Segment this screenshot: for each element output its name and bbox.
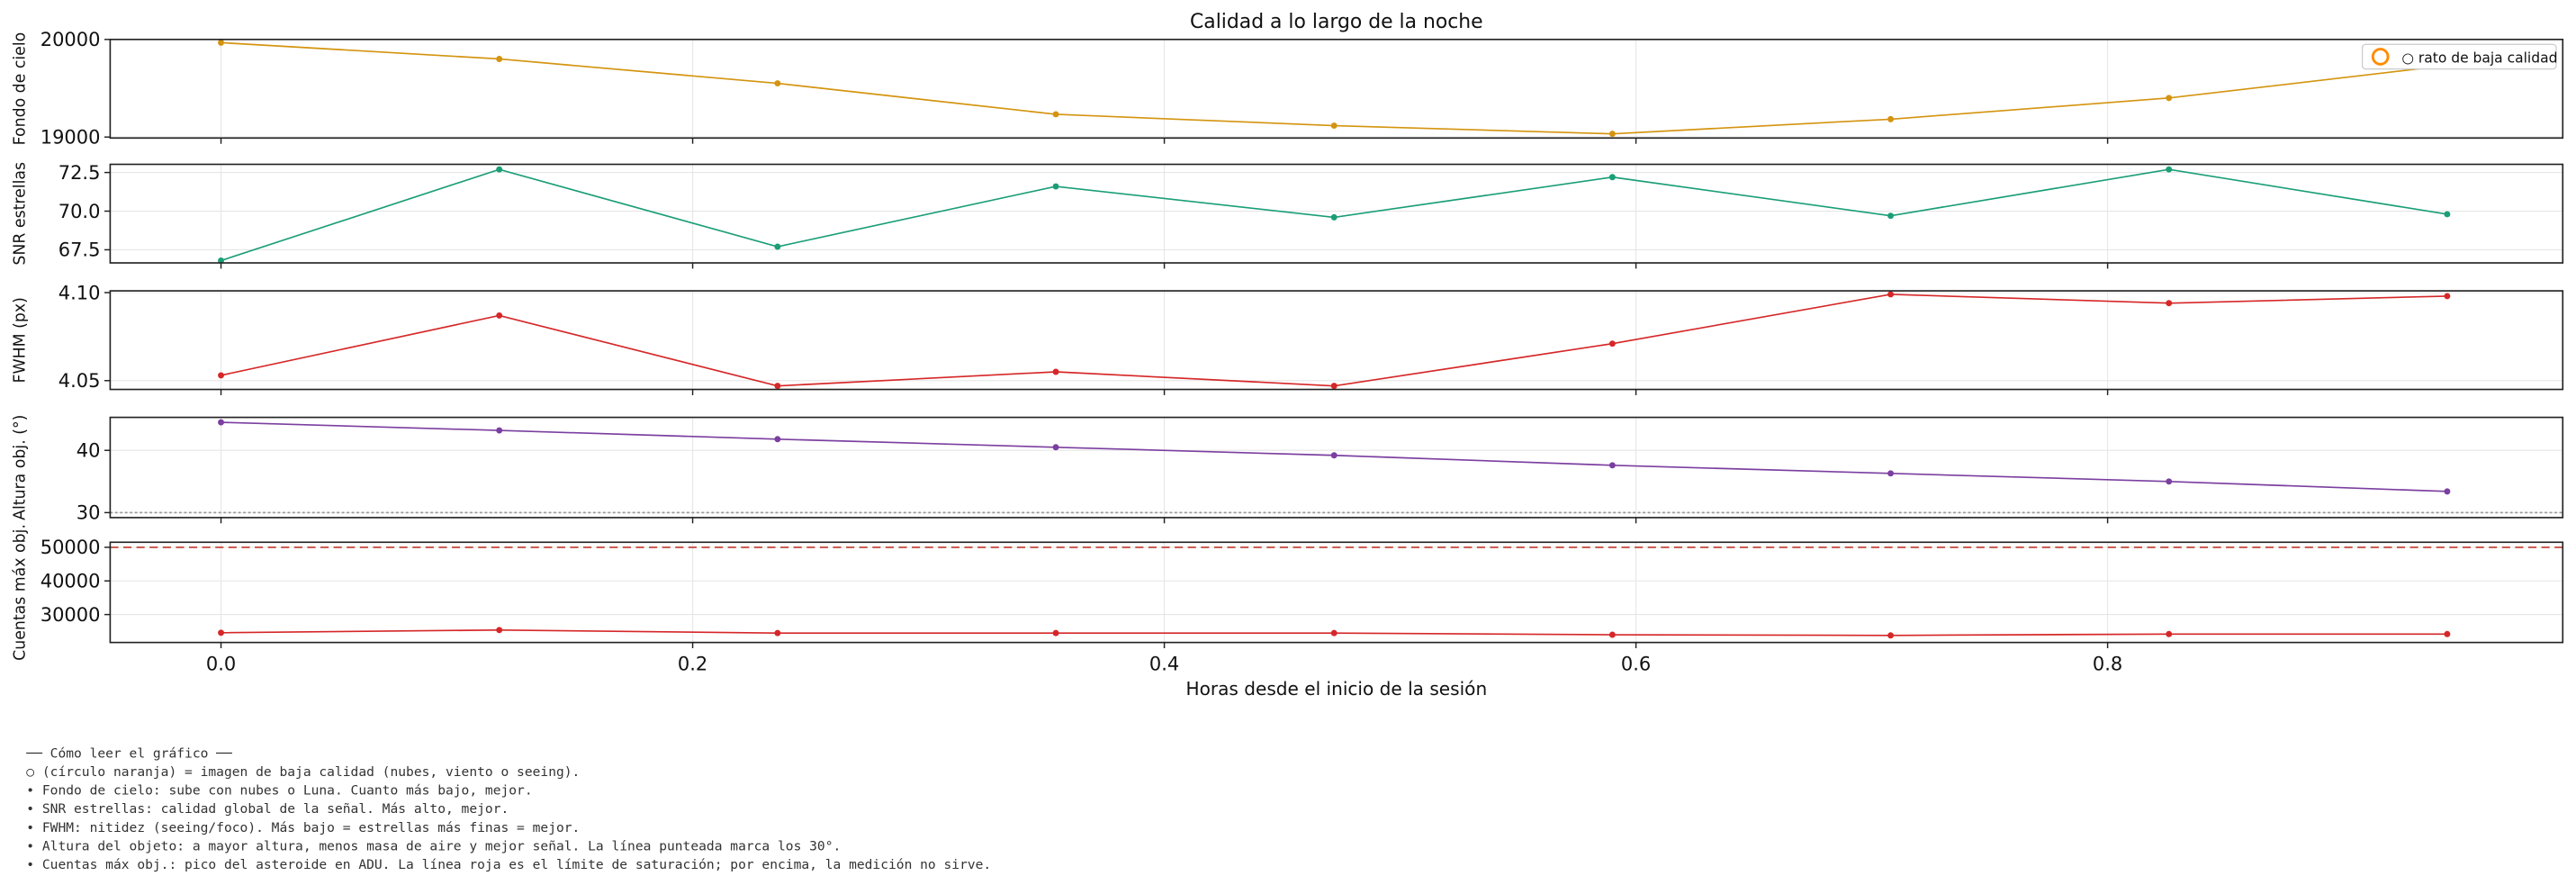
legend: ○ rato de baja calidad: [2361, 43, 2557, 70]
data-point: [218, 419, 225, 426]
data-point: [496, 56, 503, 62]
data-point: [1608, 631, 1616, 638]
axes-frame: [109, 163, 2564, 264]
x-tick-label: 0.6: [1621, 654, 1651, 675]
y-tick-label: 40: [77, 440, 101, 462]
note-line: ○ (círculo naranja) = imagen de baja cal…: [26, 764, 580, 780]
data-point: [496, 427, 503, 434]
data-point: [1887, 632, 1895, 639]
data-point: [1608, 340, 1616, 348]
y-axis-label: Fondo de cielo: [11, 32, 29, 146]
y-tick-label: 40000: [41, 571, 101, 592]
data-point: [774, 383, 781, 390]
note-line: • Altura del objeto: a mayor altura, men…: [26, 838, 841, 853]
data-point: [1887, 212, 1895, 220]
y-tick-label: 50000: [41, 537, 101, 558]
data-point: [1052, 444, 1059, 451]
data-point: [774, 80, 781, 87]
y-axis-label: Altura obj. (°): [11, 415, 29, 520]
axes-frame: [109, 38, 2564, 140]
data-point: [2444, 488, 2451, 495]
axes-frame: [109, 290, 2564, 391]
y-tick-label: 67.5: [59, 239, 101, 261]
axes-frame: [109, 416, 2564, 519]
note-line: • Cuentas máx obj.: pico del asteroide e…: [26, 857, 991, 872]
data-point: [2166, 630, 2173, 637]
data-point: [218, 39, 225, 46]
data-point: [496, 312, 503, 319]
data-point: [1887, 470, 1895, 477]
data-point: [1330, 452, 1338, 459]
data-point: [218, 629, 225, 637]
data-point: [1887, 291, 1895, 298]
data-point: [1608, 174, 1616, 181]
y-tick-label: 4.10: [59, 282, 101, 303]
note-line: • Fondo de cielo: sube con nubes o Luna.…: [26, 783, 532, 799]
data-point: [774, 243, 781, 250]
data-point: [1330, 629, 1338, 637]
y-tick-label: 72.5: [59, 162, 101, 184]
y-tick-label: 4.05: [59, 370, 101, 392]
data-point: [1052, 629, 1059, 637]
x-tick-label: 0.4: [1149, 654, 1179, 675]
data-point: [1608, 131, 1616, 138]
x-axis-label: Horas desde el inicio de la sesión: [1186, 678, 1488, 700]
data-point: [1330, 122, 1338, 130]
y-axis-label: SNR estrellas: [11, 162, 29, 266]
data-point: [2444, 630, 2451, 637]
data-point: [774, 629, 781, 637]
data-point: [496, 166, 503, 173]
axes-frame: [109, 541, 2564, 644]
data-point: [2166, 300, 2173, 307]
x-tick-label: 0.8: [2093, 654, 2122, 675]
data-point: [218, 257, 225, 264]
y-tick-label: 19000: [41, 127, 101, 149]
note-line: ── Cómo leer el gráfico ──: [25, 745, 232, 761]
legend-label: ○ rato de baja calidad: [2401, 50, 2557, 66]
legend-marker: [2371, 48, 2390, 66]
data-point: [2166, 166, 2173, 173]
y-tick-label: 70.0: [59, 201, 101, 222]
data-point: [1887, 115, 1895, 122]
note-line: • SNR estrellas: calidad global de la se…: [26, 801, 509, 817]
y-axis-label: Cuentas máx obj.: [11, 524, 29, 661]
x-tick-label: 0.2: [678, 654, 707, 675]
y-tick-label: 30: [77, 502, 101, 524]
y-tick-label: 30000: [41, 604, 101, 626]
data-point: [1052, 368, 1059, 375]
chart-title: Calidad a lo largo de la noche: [1190, 11, 1483, 33]
data-point: [774, 436, 781, 443]
data-point: [2444, 211, 2451, 218]
data-point: [1608, 462, 1616, 469]
data-point: [2166, 478, 2173, 485]
y-tick-label: 20000: [41, 29, 101, 50]
data-point: [2444, 293, 2451, 300]
y-axis-label: FWHM (px): [11, 297, 29, 383]
data-point: [1052, 183, 1059, 190]
note-line: • FWHM: nitidez (seeing/foco). Más bajo …: [26, 820, 580, 835]
data-point: [2166, 95, 2173, 102]
data-point: [1330, 213, 1338, 221]
data-point: [218, 372, 225, 379]
legend-box: [2361, 43, 2557, 70]
data-point: [496, 627, 503, 634]
data-point: [1052, 111, 1059, 118]
x-tick-label: 0.0: [206, 654, 236, 675]
data-point: [1330, 383, 1338, 390]
